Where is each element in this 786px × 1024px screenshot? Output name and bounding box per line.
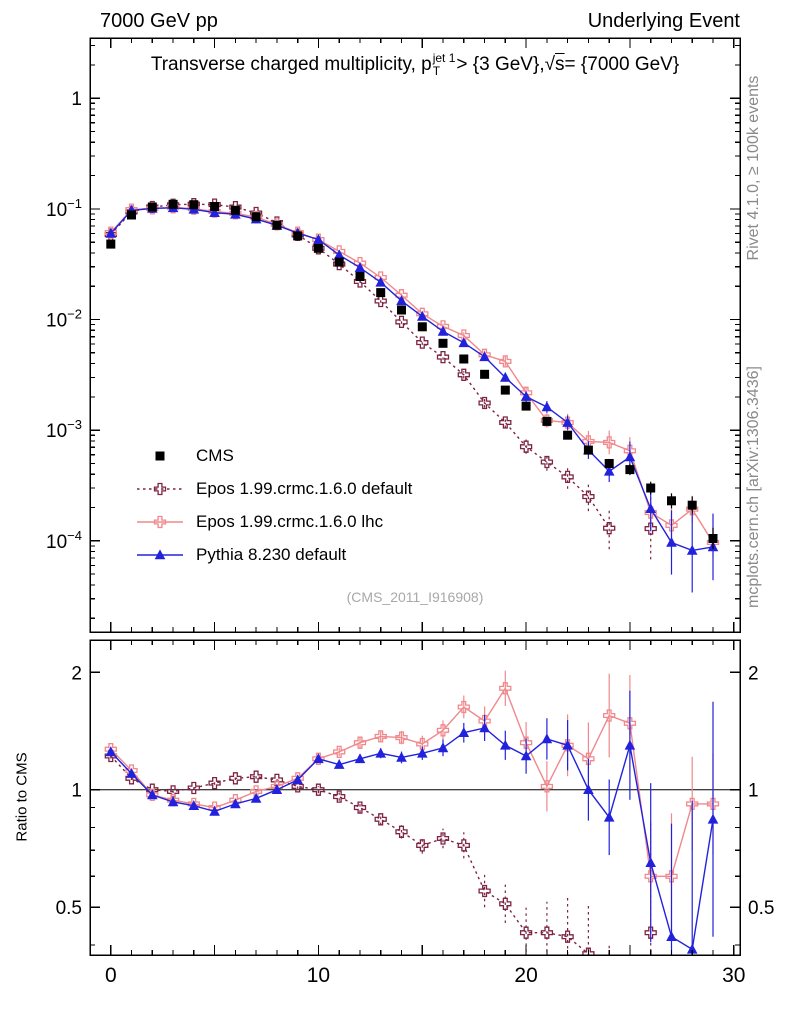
title-text: > {3 GeV}, xyxy=(456,54,545,75)
ratio-panel-frame xyxy=(89,639,741,956)
y-tick-label: 1 xyxy=(71,781,82,802)
y-tick-label: 0.5 xyxy=(56,898,82,919)
legend-marker-icon xyxy=(155,451,165,460)
y-tick-label-right: 2 xyxy=(748,663,759,684)
legend-label: Pythia 8.230 default xyxy=(196,544,347,564)
sqrt-symbol: √ xyxy=(544,54,556,75)
x-tick-label: 30 xyxy=(722,964,745,987)
main-panel-frame xyxy=(89,37,741,633)
title-superscript: jet 1 xyxy=(432,51,456,66)
legend-item: Pythia 8.230 default xyxy=(134,538,412,571)
y-tick-label: 10−1 xyxy=(46,196,82,221)
rivet-version-note: Rivet 4.1.0, ≥ 100k events xyxy=(745,75,762,261)
legend-label: Epos 1.99.crmc.1.6.0 lhc xyxy=(196,511,384,531)
mcplots-reference-note: mcplots.cern.ch [arXiv:1306.3436] xyxy=(745,366,762,608)
ratio-axis-label: Ratio to CMS xyxy=(13,752,31,842)
y-tick-label-right: 1 xyxy=(748,781,759,802)
title-text: = {7000 GeV} xyxy=(564,54,680,75)
legend-item: CMS xyxy=(134,439,412,472)
series-epos-1-99-crmc-1-6-0-lhc xyxy=(104,670,720,940)
x-tick-label: 0 xyxy=(105,964,117,987)
title-text: Transverse charged multiplicity, p xyxy=(150,54,432,75)
legend-label: CMS xyxy=(196,445,234,465)
legend-item: Epos 1.99.crmc.1.6.0 default xyxy=(134,472,412,505)
legend: CMS Epos 1.99.crmc.1.6.0 default Epos 1.99… xyxy=(134,439,412,571)
header-beam-energy: 7000 GeV pp xyxy=(100,10,218,32)
y-tick-label: 10−3 xyxy=(46,417,82,442)
legend-item: Epos 1.99.crmc.1.6.0 lhc xyxy=(134,505,412,538)
y-tick-label: 1 xyxy=(71,89,82,110)
series-pythia-8-230-default xyxy=(105,690,719,955)
legend-label: Epos 1.99.crmc.1.6.0 default xyxy=(196,478,413,498)
analysis-id-watermark: (CMS_2011_I916908) xyxy=(346,589,484,605)
y-tick-label: 10−4 xyxy=(46,528,82,553)
legend-marker-icon xyxy=(137,482,183,495)
x-tick-label: 20 xyxy=(514,964,537,987)
series-cms xyxy=(106,199,718,550)
legend-marker-icon xyxy=(137,548,183,559)
series-epos-1-99-crmc-1-6-0-default xyxy=(104,749,657,955)
title-subscript: T xyxy=(432,64,441,78)
y-tick-label-right: 0.5 xyxy=(748,898,774,919)
sqrt-argument: s xyxy=(555,54,565,75)
y-tick-label: 2 xyxy=(71,663,82,684)
y-tick-label: 10−2 xyxy=(46,307,82,332)
header-analysis-group: Underlying Event xyxy=(587,10,740,32)
x-tick-label: 10 xyxy=(307,964,330,987)
legend-marker-icon xyxy=(137,515,183,528)
